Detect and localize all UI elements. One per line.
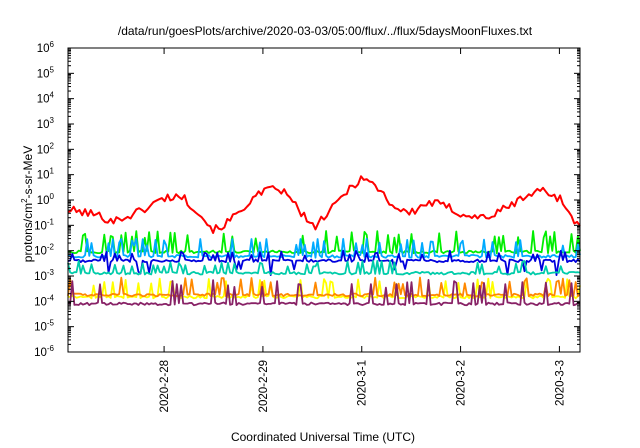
y-tick-label: 10-3 <box>34 268 54 283</box>
y-tick-label: 106 <box>37 40 55 55</box>
y-tick-label: 10-6 <box>34 344 54 359</box>
series-line-7 <box>67 279 581 307</box>
x-tick-label: 2020-3-3 <box>554 360 566 406</box>
x-tick-label: 2020-2-29 <box>258 360 270 412</box>
x-tick-label-group: 2020-2-28 <box>159 360 171 412</box>
series-layer <box>67 175 581 307</box>
y-axis-label-sup: 2 <box>20 198 29 203</box>
series-line-6 <box>67 277 581 300</box>
y-tick-label: 101 <box>37 167 55 182</box>
x-tick-label: 2020-3-2 <box>456 360 468 406</box>
y-tick-label: 10-5 <box>34 319 54 334</box>
x-tick-label: 2020-2-28 <box>159 360 171 412</box>
plot-frame <box>67 47 581 353</box>
y-tick-label: 10-2 <box>34 243 54 258</box>
series-line-3 <box>67 249 581 276</box>
x-tick-label-group: 2020-3-1 <box>357 360 369 406</box>
x-axis-label: Coordinated Universal Time (UTC) <box>231 430 415 444</box>
svg-text:protons/cm2-s-sr-MeV: protons/cm2-s-sr-MeV <box>20 146 35 262</box>
y-axis-label-rest: -s-sr-MeV <box>21 146 35 199</box>
x-tick-label: 2020-3-1 <box>357 360 369 406</box>
chart-title: /data/run/goesPlots/archive/2020-03-03/0… <box>118 24 533 38</box>
y-ticks: 10-6 10-5 10-4 10-3 10-2 10-1 100 101 102 103 104 1… <box>34 40 580 359</box>
series-line-2 <box>67 237 581 259</box>
y-axis-label: protons/cm2-s-sr-MeV <box>20 146 35 262</box>
y-tick-label: 105 <box>37 65 55 80</box>
x-tick-label-group: 2020-3-3 <box>554 360 566 406</box>
y-tick-label: 104 <box>37 91 55 106</box>
x-ticks: 2020-2-28 2020-2-29 2020-3-1 2020-3-2 2020-3… <box>159 48 566 412</box>
y-tick-label: 100 <box>37 192 55 207</box>
y-tick-label: 103 <box>37 116 55 131</box>
series-line-5 <box>67 276 581 298</box>
x-tick-label-group: 2020-3-2 <box>456 360 468 406</box>
x-tick-label-group: 2020-2-29 <box>258 360 270 412</box>
series-line-4 <box>67 260 581 276</box>
y-axis-label-base: protons/cm <box>21 203 35 262</box>
y-tick-label: 10-1 <box>34 217 54 232</box>
y-tick-label: 102 <box>37 141 55 156</box>
y-tick-label: 10-4 <box>34 293 54 308</box>
series-line-0 <box>67 175 581 234</box>
